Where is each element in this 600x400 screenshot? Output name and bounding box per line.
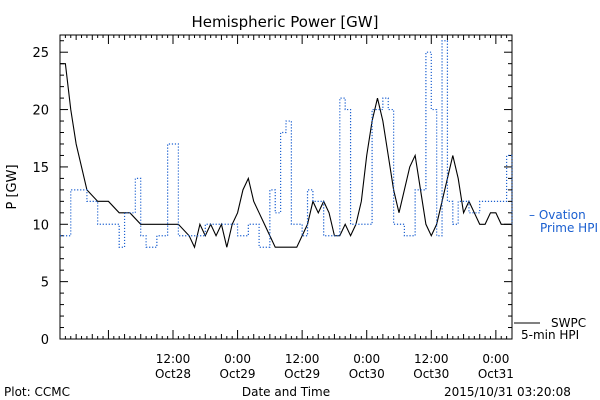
series-ovation-line [60,40,513,248]
legend-swpc: SWPC 5-min HPI [514,316,586,342]
legend-swpc-line1: SWPC [551,316,586,330]
y-tick-label: 20 [32,104,49,119]
x-tick-label-time: 12:00 [156,352,191,366]
series-swpc-line [60,63,512,249]
y-axis: 0 5 10 15 20 25 [32,40,512,348]
footer-plot-credit: Plot: CCMC [4,385,70,399]
legend-swpc-line2: 5-min HPI [521,328,579,342]
y-axis-label: P [GW] [5,164,20,209]
y-tick-label: 25 [32,46,49,61]
x-tick-label-time: 0:00 [353,352,380,366]
x-tick-label-date: Oct30 [413,367,449,381]
legend-ovation-line2: Prime HPI [540,221,598,235]
x-tick-label-time: 12:00 [414,352,449,366]
y-tick-label: 0 [41,333,49,348]
x-tick-label-date: Oct29 [220,367,256,381]
x-tick-label-time: 12:00 [285,352,320,366]
series-layer [60,40,513,249]
chart-title: Hemispheric Power [GW] [192,13,379,31]
y-tick-label: 5 [41,276,49,291]
x-tick-label-time: 0:00 [224,352,251,366]
x-axis: 12:00Oct280:00Oct2912:00Oct290:00Oct3012… [59,35,514,381]
legend-ovation-line1: – Ovation [529,208,586,222]
footer-timestamp: 2015/10/31 03:20:08 [444,385,571,399]
plot-frame [59,34,513,340]
y-tick-label: 10 [32,218,49,233]
x-axis-label: Date and Time [242,385,330,399]
legend-ovation: – Ovation Prime HPI [529,208,598,235]
x-tick-label-date: Oct28 [155,367,191,381]
y-tick-label: 15 [32,161,49,176]
x-tick-label-date: Oct30 [349,367,385,381]
x-tick-label-date: Oct31 [478,367,514,381]
x-tick-label-time: 0:00 [482,352,509,366]
x-tick-label-date: Oct29 [284,367,320,381]
